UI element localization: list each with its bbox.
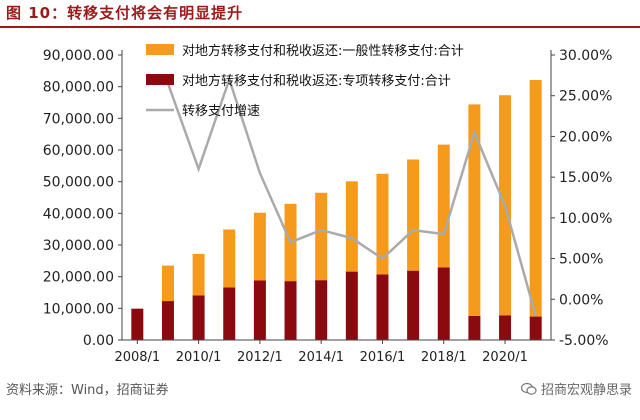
bar-general-2019/1 bbox=[468, 104, 481, 316]
bar-special-2009/1 bbox=[161, 301, 174, 340]
left-tick-label: 30,000.00 bbox=[43, 238, 114, 254]
watermark-text: 招商宏观静思录 bbox=[540, 383, 632, 398]
title-rule bbox=[0, 26, 640, 28]
bar-general-2010/1 bbox=[192, 253, 205, 296]
right-tick-label: 30.00% bbox=[559, 48, 612, 64]
x-tick-label: 2008/1 bbox=[114, 350, 160, 365]
bar-special-2010/1 bbox=[192, 295, 205, 340]
legend-swatch bbox=[146, 74, 174, 85]
bar-special-2018/1 bbox=[437, 267, 450, 340]
legend-label: 对地方转移支付和税收返还:专项转移支付:合计 bbox=[182, 73, 451, 89]
bar-special-2016/1 bbox=[376, 274, 389, 340]
left-tick-label: 0.00 bbox=[83, 333, 114, 349]
bar-special-2013/1 bbox=[284, 281, 297, 340]
watermark: 招商宏观静思录 bbox=[520, 379, 632, 398]
axes-layer: 0.00 10,000.00 20,000.00 30,000.00 40,000.00… bbox=[43, 48, 613, 365]
bar-special-2020/1 bbox=[499, 315, 512, 340]
left-tick-label: 20,000.00 bbox=[43, 270, 114, 286]
right-tick-label: 20.00% bbox=[559, 129, 612, 145]
bar-general-2011/1 bbox=[223, 229, 236, 288]
left-tick-label: 80,000.00 bbox=[43, 80, 114, 96]
left-tick-label: 60,000.00 bbox=[43, 143, 114, 159]
bar-general-2015/1 bbox=[345, 181, 358, 272]
bar-general-2018/1 bbox=[437, 144, 450, 268]
bar-special-2011/1 bbox=[223, 287, 236, 340]
bar-general-2012/1 bbox=[253, 212, 266, 281]
bar-general-2009/1 bbox=[161, 265, 174, 302]
right-tick-label: -5.00% bbox=[559, 333, 609, 349]
bar-special-2014/1 bbox=[315, 280, 328, 340]
x-tick-label: 2016/1 bbox=[360, 350, 406, 365]
legend-swatch bbox=[146, 44, 174, 55]
left-tick-label: 90,000.00 bbox=[43, 48, 114, 64]
x-tick-label: 2012/1 bbox=[237, 350, 283, 365]
growth-line bbox=[166, 75, 537, 316]
left-tick-label: 70,000.00 bbox=[43, 111, 114, 127]
legend: 对地方转移支付和税收返还:一般性转移支付:合计对地方转移支付和税收返还:专项转移… bbox=[146, 43, 464, 119]
x-tick-label: 2010/1 bbox=[176, 350, 222, 365]
bar-general-2021/1 bbox=[529, 80, 542, 317]
bar-general-2017/1 bbox=[407, 159, 420, 271]
bar-special-2019/1 bbox=[468, 315, 481, 340]
legend-label: 转移支付增速 bbox=[182, 104, 260, 119]
bar-general-2014/1 bbox=[315, 192, 328, 281]
bar-special-2012/1 bbox=[253, 280, 266, 340]
legend-label: 对地方转移支付和税收返还:一般性转移支付:合计 bbox=[182, 43, 464, 59]
bar-special-2021/1 bbox=[529, 316, 542, 340]
right-tick-label: 15.00% bbox=[559, 170, 612, 186]
line-layer bbox=[166, 75, 537, 316]
left-tick-label: 50,000.00 bbox=[43, 175, 114, 191]
right-tick-label: 25.00% bbox=[559, 89, 612, 105]
source-note: 资料来源：Wind，招商证券 bbox=[6, 383, 169, 398]
bars-layer bbox=[131, 80, 542, 340]
bar-special-2015/1 bbox=[345, 271, 358, 340]
right-tick-label: 5.00% bbox=[559, 252, 603, 268]
x-tick-label: 2014/1 bbox=[298, 350, 344, 365]
bar-general-2016/1 bbox=[376, 173, 389, 275]
bar-special-2008/1 bbox=[131, 308, 144, 340]
wechat-icon bbox=[520, 382, 537, 395]
left-tick-label: 10,000.00 bbox=[43, 301, 114, 317]
figure-title: 图 10：转移支付将会有明显提升 bbox=[6, 4, 244, 22]
right-tick-label: 10.00% bbox=[559, 211, 612, 227]
right-tick-label: 0.00% bbox=[559, 292, 603, 308]
left-tick-label: 40,000.00 bbox=[43, 206, 114, 222]
x-tick-label: 2018/1 bbox=[421, 350, 467, 365]
bar-special-2017/1 bbox=[407, 270, 420, 340]
x-tick-label: 2020/1 bbox=[482, 350, 528, 365]
